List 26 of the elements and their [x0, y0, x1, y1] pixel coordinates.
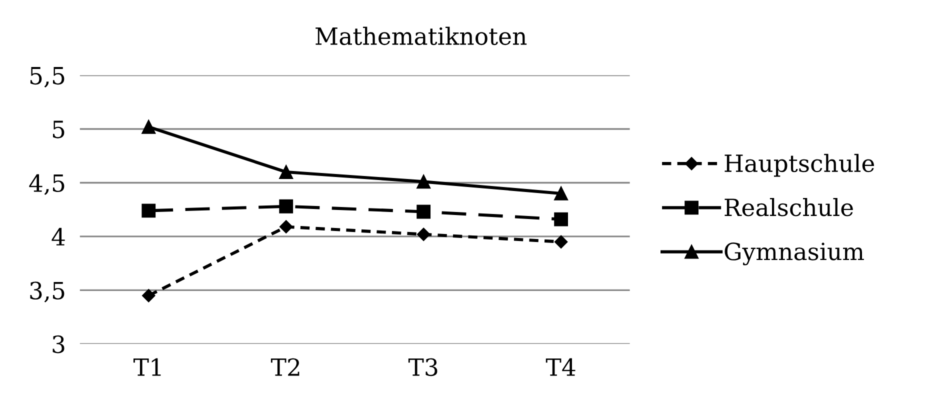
- x-tick-label: T3: [408, 358, 438, 376]
- point: [142, 204, 156, 218]
- chart-title: Mathematiknoten: [316, 26, 527, 46]
- point: [554, 235, 568, 248]
- point: [279, 165, 294, 179]
- y-tick-label: 5,5: [30, 67, 64, 88]
- x-tick-label: T1: [133, 358, 161, 376]
- point: [142, 288, 156, 302]
- y-tick-label: 4,5: [29, 174, 64, 195]
- point: [417, 228, 430, 241]
- y-tick-label: 4: [52, 228, 65, 246]
- legend-label: Hauptschule: [724, 154, 874, 177]
- y-tick-label: 5: [52, 120, 64, 138]
- y-tick-label: 3,5: [30, 282, 64, 302]
- point: [280, 220, 293, 234]
- x-tick-label: T4: [546, 358, 576, 376]
- legend-label: Realschule: [724, 198, 853, 216]
- point: [554, 186, 568, 200]
- point: [416, 174, 431, 189]
- point: [416, 204, 431, 219]
- point: [142, 120, 156, 134]
- x-tick-label: T2: [270, 358, 300, 376]
- point: [279, 199, 294, 214]
- y-tick-label: 3: [52, 335, 64, 354]
- point: [554, 212, 568, 226]
- legend-label: Gymnasium: [724, 242, 864, 266]
